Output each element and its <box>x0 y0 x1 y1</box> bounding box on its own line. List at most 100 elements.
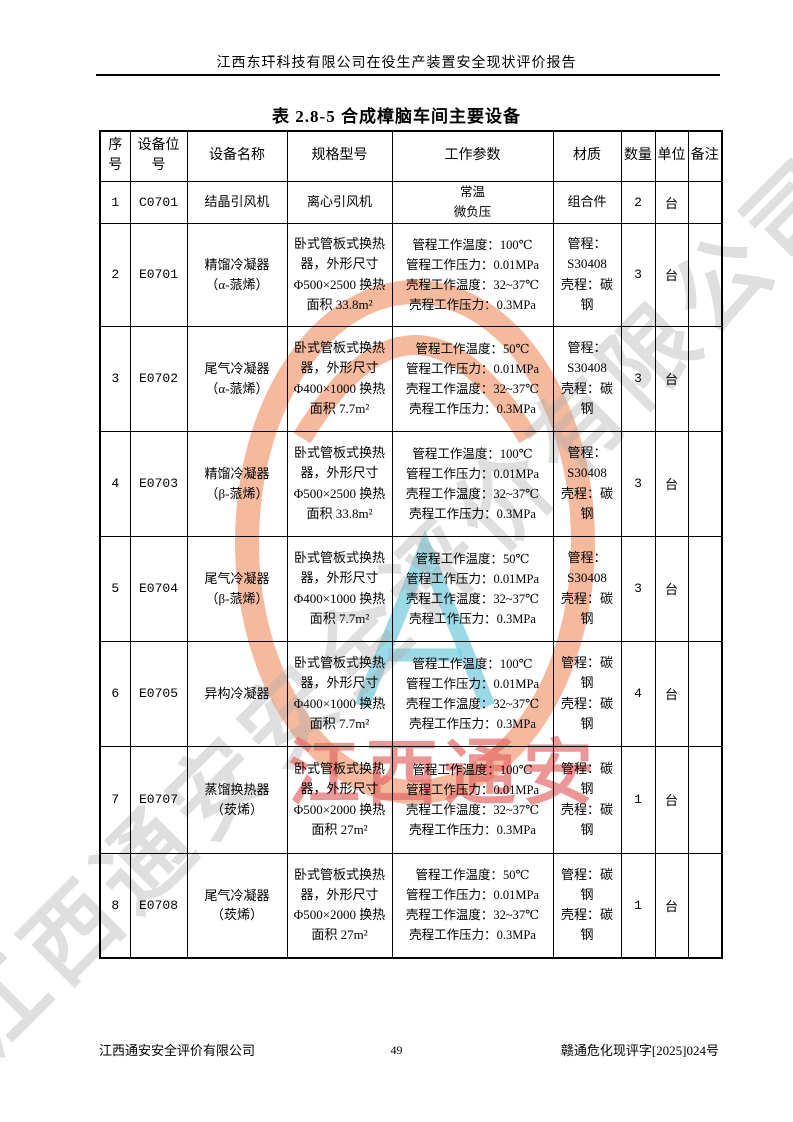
cell-remark <box>687 745 723 854</box>
cell-equipment-name-line: 精馏冷凝器 <box>204 466 270 481</box>
cell-serial-no: 3 <box>99 325 131 432</box>
cell-working-params-line: 管程工作温度：100℃ <box>412 656 533 671</box>
cell-equipment-name-line: 蒸馏换热器 <box>204 782 270 797</box>
header-divider <box>96 74 720 76</box>
cell-remark <box>687 852 723 959</box>
cell-quantity: 3 <box>620 325 656 432</box>
cell-unit: 台 <box>654 180 689 224</box>
cell-equipment-tag: E0701 <box>129 222 188 327</box>
table-header-row: 序号 设备位号 设备名称 规格型号 工作参数 材质 数量 单位 备注 <box>99 130 723 182</box>
cell-working-params: 管程工作温度：100℃ 管程工作压力：0.01MPa 壳程工作温度：32~37℃ 壳程… <box>391 430 554 537</box>
cell-working-params-line: 壳程工作温度：32~37℃ <box>405 277 540 292</box>
cell-working-params-line: 管程工作温度：50℃ <box>415 868 530 883</box>
cell-unit: 台 <box>654 640 689 747</box>
cell-working-params: 管程工作温度：50℃ 管程工作压力：0.01MPa 壳程工作温度：32~37℃ 壳程工… <box>391 852 554 959</box>
table-row: 3 E0702 尾气冷凝器 （α-蒎烯） 卧式管板式换热器，外形尺寸Φ400×1000 … <box>99 325 723 432</box>
cell-working-params-line: 管程工作温度：50℃ <box>415 551 530 566</box>
cell-working-params-line: 常温 <box>459 185 485 199</box>
cell-material: 管程：S30408 壳程：碳钢 <box>552 430 622 537</box>
cell-working-params-line: 管程工作温度：100℃ <box>412 237 533 252</box>
cell-working-params-line: 壳程工作温度：32~37℃ <box>405 908 540 923</box>
cell-working-params-line: 管程工作压力：0.01MPa <box>406 361 539 376</box>
cell-working-params-line: 壳程工作压力：0.3MPa <box>409 297 536 312</box>
cell-equipment-name-line: （α-蒎烯） <box>205 380 269 396</box>
cell-equipment-name-line: （α-蒎烯） <box>205 276 269 292</box>
cell-working-params-line: 管程工作压力：0.01MPa <box>406 676 539 691</box>
cell-remark <box>687 430 723 537</box>
cell-unit: 台 <box>654 222 689 327</box>
footer-document-number: 赣通危化现评字[2025]024号 <box>560 1043 719 1058</box>
cell-material-line: 壳程：碳钢 <box>560 695 613 731</box>
cell-spec-model: 卧式管板式换热器，外形尺寸Φ400×1000 换热面积 7.7m² <box>286 535 393 642</box>
cell-equipment-name: 尾气冷凝器 （α-蒎烯） <box>186 325 288 432</box>
equipment-table-body: 1 C0701 结晶引风机 离心引风机 常温 微负压 组合件 2 台 2 E0701 精馏冷凝器 （α-… <box>99 180 723 959</box>
cell-working-params-line: 管程工作温度：100℃ <box>412 446 533 461</box>
col-header-qty: 数量 <box>620 130 656 182</box>
cell-quantity: 3 <box>620 222 656 327</box>
col-header-params: 工作参数 <box>391 130 554 182</box>
cell-equipment-name: 蒸馏换热器 （莰烯） <box>186 745 288 854</box>
cell-spec-model: 离心引风机 <box>286 180 393 224</box>
cell-serial-no: 2 <box>99 222 131 327</box>
cell-quantity: 2 <box>620 180 656 224</box>
cell-unit: 台 <box>654 430 689 537</box>
cell-remark <box>687 222 723 327</box>
cell-working-params-line: 壳程工作压力：0.3MPa <box>409 611 536 626</box>
cell-equipment-name-line: （莰烯） <box>210 801 263 817</box>
cell-equipment-tag: E0704 <box>129 535 188 642</box>
cell-equipment-name-line: 异构冷凝器 <box>204 685 270 701</box>
cell-working-params-line: 管程工作压力：0.01MPa <box>406 782 539 797</box>
cell-unit: 台 <box>654 325 689 432</box>
cell-serial-no: 7 <box>99 745 131 854</box>
cell-equipment-name-line: 尾气冷凝器 <box>204 361 270 376</box>
cell-serial-no: 1 <box>99 180 131 224</box>
cell-working-params: 管程工作温度：100℃ 管程工作压力：0.01MPa 壳程工作温度：32~37℃ 壳程… <box>391 745 554 854</box>
cell-working-params-line: 壳程工作压力：0.3MPa <box>409 928 536 943</box>
cell-material: 管程：碳钢壳程：碳钢 <box>552 745 622 854</box>
cell-spec-model: 卧式管板式换热器，外形尺寸Φ400×1000 换热面积 7.7m² <box>286 325 393 432</box>
cell-material: 管程：碳钢 壳程：碳钢 <box>552 852 622 959</box>
cell-remark <box>687 535 723 642</box>
cell-working-params-line: 壳程工作温度：32~37℃ <box>405 591 540 606</box>
cell-material: 管程：S30408 壳程：碳钢 <box>552 535 622 642</box>
table-row: 6 E0705 异构冷凝器 卧式管板式换热器，外形尺寸Φ400×1000 换热面积 7… <box>99 640 723 747</box>
cell-working-params-line: 壳程工作温度：32~37℃ <box>405 696 540 711</box>
col-header-remark: 备注 <box>687 130 723 182</box>
cell-working-params-line: 壳程工作温度：32~37℃ <box>405 486 540 501</box>
cell-material: 管程：S30408 壳程：碳钢 <box>552 222 622 327</box>
cell-equipment-tag: E0705 <box>129 640 188 747</box>
cell-material-line: 管程：S30408 <box>567 550 607 586</box>
footer-page-number: 49 <box>390 1043 403 1057</box>
col-header-tag: 设备位号 <box>129 130 188 182</box>
cell-material-line: 壳程：碳钢 <box>560 276 613 312</box>
cell-working-params-line: 壳程工作压力：0.3MPa <box>409 716 536 731</box>
cell-working-params-line: 管程工作压力：0.01MPa <box>406 571 539 586</box>
cell-remark <box>687 325 723 432</box>
cell-material-line: 管程：碳钢 <box>560 761 613 797</box>
equipment-table: 序号 设备位号 设备名称 规格型号 工作参数 材质 数量 单位 备注 1 C070… <box>99 130 723 959</box>
cell-material-line: 管程：S30408 <box>567 236 607 272</box>
col-header-no: 序号 <box>99 130 131 182</box>
cell-working-params-line: 管程工作温度：50℃ <box>415 341 530 356</box>
cell-material-line: 壳程：碳钢 <box>560 801 613 837</box>
cell-serial-no: 4 <box>99 430 131 537</box>
cell-working-params: 管程工作温度：50℃ 管程工作压力：0.01MPa 壳程工作温度：32~37℃ 壳程工… <box>391 535 554 642</box>
table-row: 1 C0701 结晶引风机 离心引风机 常温 微负压 组合件 2 台 <box>99 180 723 224</box>
cell-working-params-line: 管程工作温度：100℃ <box>412 762 533 777</box>
cell-material-line: 壳程：碳钢 <box>560 380 613 416</box>
cell-serial-no: 8 <box>99 852 131 959</box>
table-row: 2 E0701 精馏冷凝器 （α-蒎烯） 卧式管板式换热器，外形尺寸Φ500×2500 … <box>99 222 723 327</box>
cell-equipment-tag: E0703 <box>129 430 188 537</box>
cell-unit: 台 <box>654 852 689 959</box>
cell-spec-model: 卧式管板式换热器，外形尺寸Φ400×1000 换热面积 7.7m² <box>286 640 393 747</box>
cell-material-line: 管程：碳钢 <box>560 866 613 903</box>
cell-quantity: 3 <box>620 430 656 537</box>
cell-equipment-name: 结晶引风机 <box>186 180 288 224</box>
cell-material-line: 壳程：碳钢 <box>560 590 613 626</box>
cell-working-params: 常温 微负压 <box>391 180 554 224</box>
cell-equipment-tag: E0708 <box>129 852 188 959</box>
cell-working-params: 管程工作温度：100℃ 管程工作压力：0.01MPa 壳程工作温度：32~37℃ 壳程… <box>391 640 554 747</box>
page-header-title: 江西东玕科技有限公司在役生产装置安全现状评价报告 <box>216 56 577 71</box>
cell-working-params-line: 管程工作压力：0.01MPa <box>406 888 539 903</box>
